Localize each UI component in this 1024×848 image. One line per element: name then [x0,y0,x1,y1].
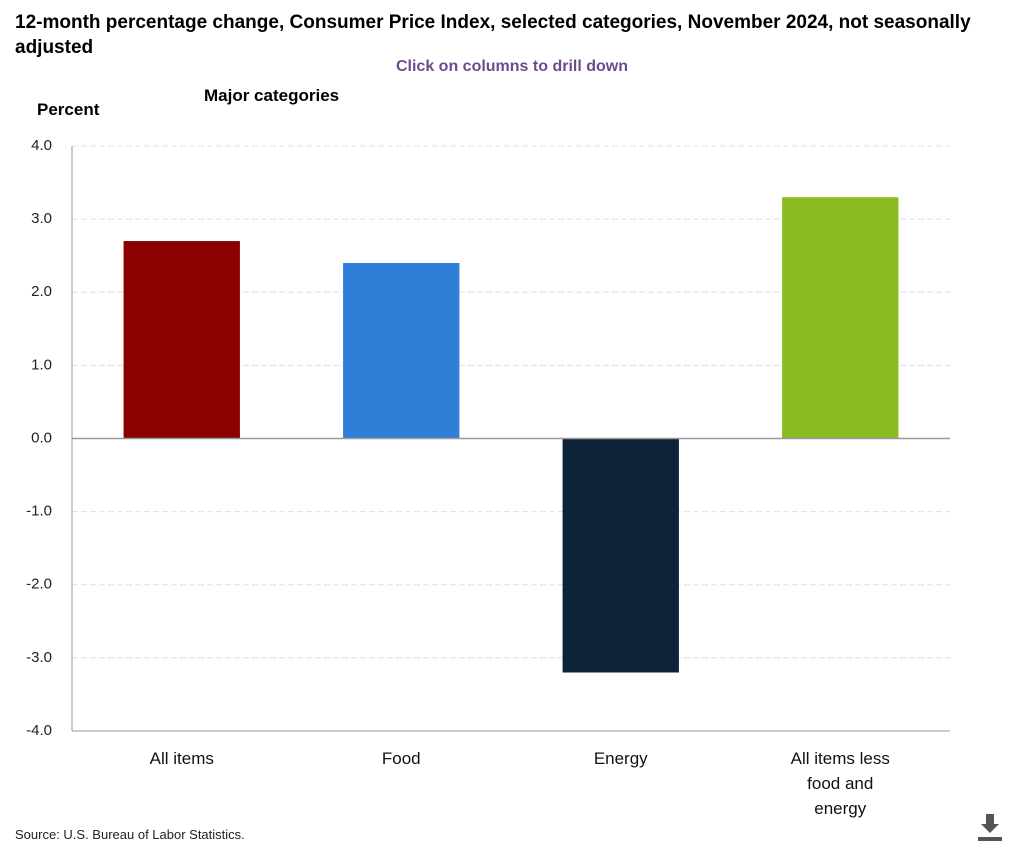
chart-title: 12-month percentage change, Consumer Pri… [15,12,971,58]
y-tick-label: -1.0 [26,503,52,520]
y-axis-label: Percent [37,100,100,119]
y-tick-label: 0.0 [31,429,52,446]
bar[interactable] [343,263,460,439]
y-tick-label: 2.0 [31,283,52,300]
y-tick-label: -3.0 [26,649,52,666]
download-button[interactable] [976,812,1004,844]
bar[interactable] [782,197,899,439]
x-tick-label: Food [381,749,421,768]
y-tick-label: -4.0 [26,722,52,739]
x-tick-label: All items less food and energy [790,749,890,818]
y-tick-label: 1.0 [31,356,52,373]
bar[interactable] [123,241,240,439]
bar[interactable] [562,438,679,673]
source-note: Source: U.S. Bureau of Labor Statistics. [15,827,245,842]
x-tick-label: Energy [593,749,648,768]
y-tick-label: 4.0 [31,137,52,154]
y-tick-label: -2.0 [26,576,52,593]
group-label: Major categories [204,86,340,105]
y-tick-label: 3.0 [31,210,52,227]
chart-subtitle: Click on columns to drill down [395,58,628,75]
x-tick-label: All items [149,749,214,768]
